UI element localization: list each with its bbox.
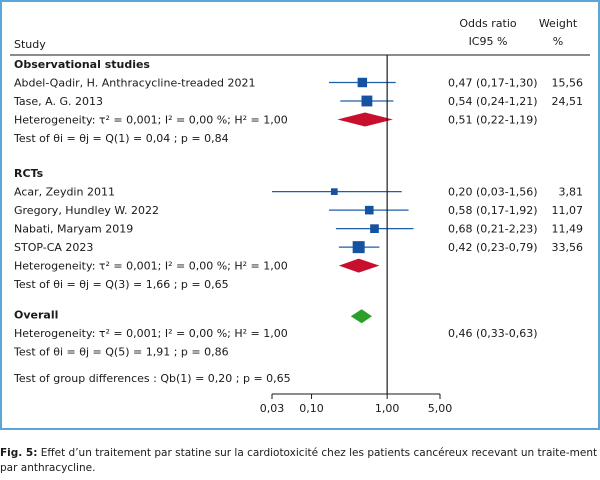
study-weight-value: 15,56 xyxy=(552,77,584,90)
forest-plot: Study Odds ratio IC95 % Weight % Observa… xyxy=(0,0,600,430)
overall-or-value: 0,46 (0,33-0,63) xyxy=(448,327,538,340)
study-or-value: 0,47 (0,17-1,30) xyxy=(448,77,538,90)
study-estimate-box xyxy=(352,241,365,254)
group-test-text: Test of θi = θj = Q(1) = 0,04 ; p = 0,84 xyxy=(13,132,229,145)
study-or-value: 0,68 (0,21-2,23) xyxy=(448,223,538,236)
overall-test-text: Test of θi = θj = Q(5) = 1,91 ; p = 0,86 xyxy=(13,345,229,358)
header-weight: Weight xyxy=(539,17,578,30)
x-tick-label: 1,00 xyxy=(375,402,400,415)
group-title: Observational studies xyxy=(14,58,150,71)
group-test-text: Test of θi = θj = Q(3) = 1,66 ; p = 0,65 xyxy=(13,278,229,291)
overall-heterogeneity-text: Heterogeneity: τ² = 0,001; I² = 0,00 %; … xyxy=(14,327,288,340)
pooled-diamond xyxy=(338,258,380,273)
study-estimate-box xyxy=(364,205,374,215)
group-difference-test-text: Test of group differences : Qb(1) = 0,20… xyxy=(13,372,291,385)
study-label: Acar, Zeydin 2011 xyxy=(14,186,115,199)
pooled-or-value: 0,51 (0,22-1,19) xyxy=(448,114,538,127)
overall-diamond xyxy=(350,309,372,324)
caption-label: Fig. 5: xyxy=(0,447,38,459)
plot-border xyxy=(0,0,600,430)
caption-text: Effet d’un traitement par statine sur la… xyxy=(0,447,598,474)
study-or-value: 0,54 (0,24-1,21) xyxy=(448,95,538,108)
group-title: RCTs xyxy=(14,167,44,180)
study-weight-value: 24,51 xyxy=(552,95,584,108)
study-label: Nabati, Maryam 2019 xyxy=(14,223,133,236)
study-weight-value: 11,49 xyxy=(552,223,584,236)
header-weight-unit: % xyxy=(553,35,563,48)
study-or-value: 0,20 (0,03-1,56) xyxy=(448,186,538,199)
study-weight-value: 33,56 xyxy=(552,241,584,254)
x-tick-label: 5,00 xyxy=(428,402,453,415)
header-study: Study xyxy=(14,38,46,51)
study-estimate-box xyxy=(361,95,373,107)
study-estimate-box xyxy=(370,224,379,233)
header-odds-ratio: Odds ratio xyxy=(459,17,516,30)
study-label: Tase, A. G. 2013 xyxy=(13,95,103,108)
header-ci: IC95 % xyxy=(469,35,508,48)
x-tick-label: 0,10 xyxy=(299,402,324,415)
study-weight-value: 11,07 xyxy=(552,204,584,217)
x-tick-label: 0,03 xyxy=(260,402,285,415)
study-estimate-box xyxy=(357,77,368,88)
study-or-value: 0,58 (0,17-1,92) xyxy=(448,204,538,217)
figure-caption: Fig. 5: Effet d’un traitement par statin… xyxy=(0,446,600,476)
study-label: Gregory, Hundley W. 2022 xyxy=(14,204,159,217)
pooled-diamond xyxy=(337,112,393,127)
study-weight-value: 3,81 xyxy=(559,186,584,199)
study-estimate-box xyxy=(330,188,338,195)
forest-rows: Observational studies Abdel-Qadir, H. Ant… xyxy=(13,58,583,385)
heterogeneity-text: Heterogeneity: τ² = 0,001; I² = 0,00 %; … xyxy=(14,260,288,273)
heterogeneity-text: Heterogeneity: τ² = 0,001; I² = 0,00 %; … xyxy=(14,114,288,127)
overall-title: Overall xyxy=(14,308,58,321)
study-or-value: 0,42 (0,23-0,79) xyxy=(448,241,538,254)
study-label: Abdel-Qadir, H. Anthracycline-treaded 20… xyxy=(14,77,256,90)
study-label: STOP-CA 2023 xyxy=(14,241,93,254)
x-axis: 0,03 0,10 1,00 5,00 xyxy=(260,55,453,415)
